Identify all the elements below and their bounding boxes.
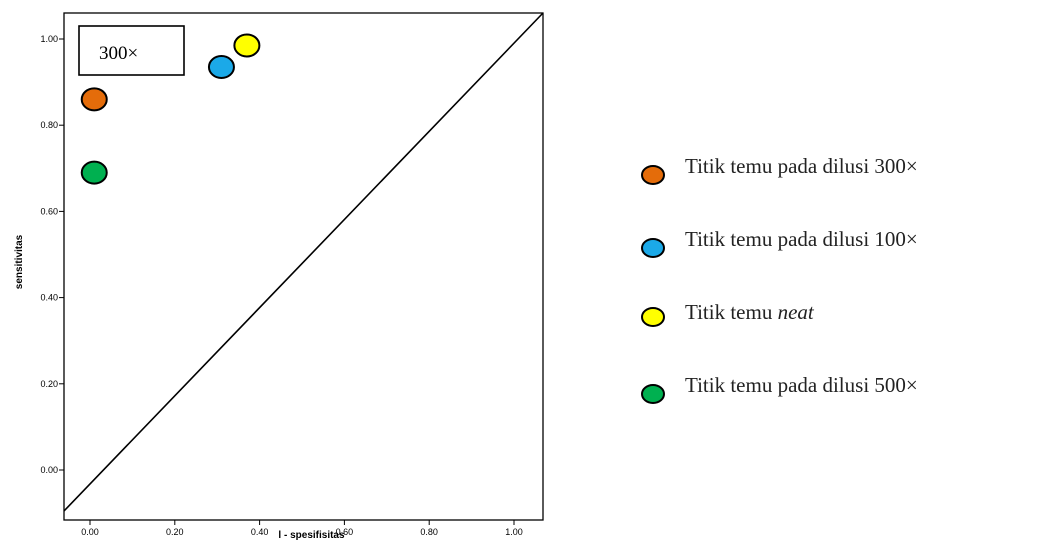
x-tick-label: 0.40 xyxy=(251,527,269,537)
data-point-dilusi-100 xyxy=(207,55,235,80)
data-point-dilusi-300 xyxy=(80,87,108,112)
legend-marker xyxy=(641,238,665,258)
x-tick-label: 0.00 xyxy=(81,527,99,537)
legend-label-emphasis: neat xyxy=(778,300,815,324)
x-tick-label: 0.20 xyxy=(166,527,184,537)
reference-diagonal-line xyxy=(63,12,544,512)
annotation-box xyxy=(78,25,185,76)
legend-label-text: Titik temu pada dilusi 100× xyxy=(685,227,918,251)
annotation-text: 300× xyxy=(99,43,138,64)
y-tick-label: 0.40 xyxy=(40,293,58,303)
y-axis-title: sensitivitas xyxy=(14,234,25,289)
legend-label-text: Titik temu pada dilusi 300× xyxy=(685,154,918,178)
legend: Titik temu pada dilusi 300× Titik temu pa… xyxy=(641,154,918,404)
legend-label-text: Titik temu xyxy=(685,300,778,324)
legend-label: Titik temu pada dilusi 300× xyxy=(685,154,918,178)
data-point-dilusi-500 xyxy=(80,160,108,185)
legend-marker xyxy=(641,165,665,185)
y-tick-label: 1.00 xyxy=(40,34,58,44)
legend-marker xyxy=(641,384,665,404)
x-axis-title: l - spesifisitas xyxy=(278,530,345,540)
legend-label: Titik temu pada dilusi 100× xyxy=(685,227,918,251)
plot-area: 0.00 0.20 0.40 0.60 0.80 1.00 0.00 0.20 0.40 0.60… xyxy=(14,12,544,540)
x-tick-label: 0.80 xyxy=(420,527,438,537)
x-tick-label: 0.60 xyxy=(336,527,354,537)
data-point-neat xyxy=(233,33,261,58)
legend-label: Titik temu neat xyxy=(685,300,815,324)
x-tick-label: 1.00 xyxy=(505,527,523,537)
legend-marker xyxy=(641,307,665,327)
y-tick-label: 0.00 xyxy=(40,465,58,475)
legend-label-text: Titik temu pada dilusi 500× xyxy=(685,373,918,397)
plot-frame xyxy=(63,12,544,521)
y-tick-label: 0.80 xyxy=(40,120,58,130)
legend-label: Titik temu pada dilusi 500× xyxy=(685,373,918,397)
y-tick-label: 0.60 xyxy=(40,206,58,216)
y-tick-label: 0.20 xyxy=(40,379,58,389)
